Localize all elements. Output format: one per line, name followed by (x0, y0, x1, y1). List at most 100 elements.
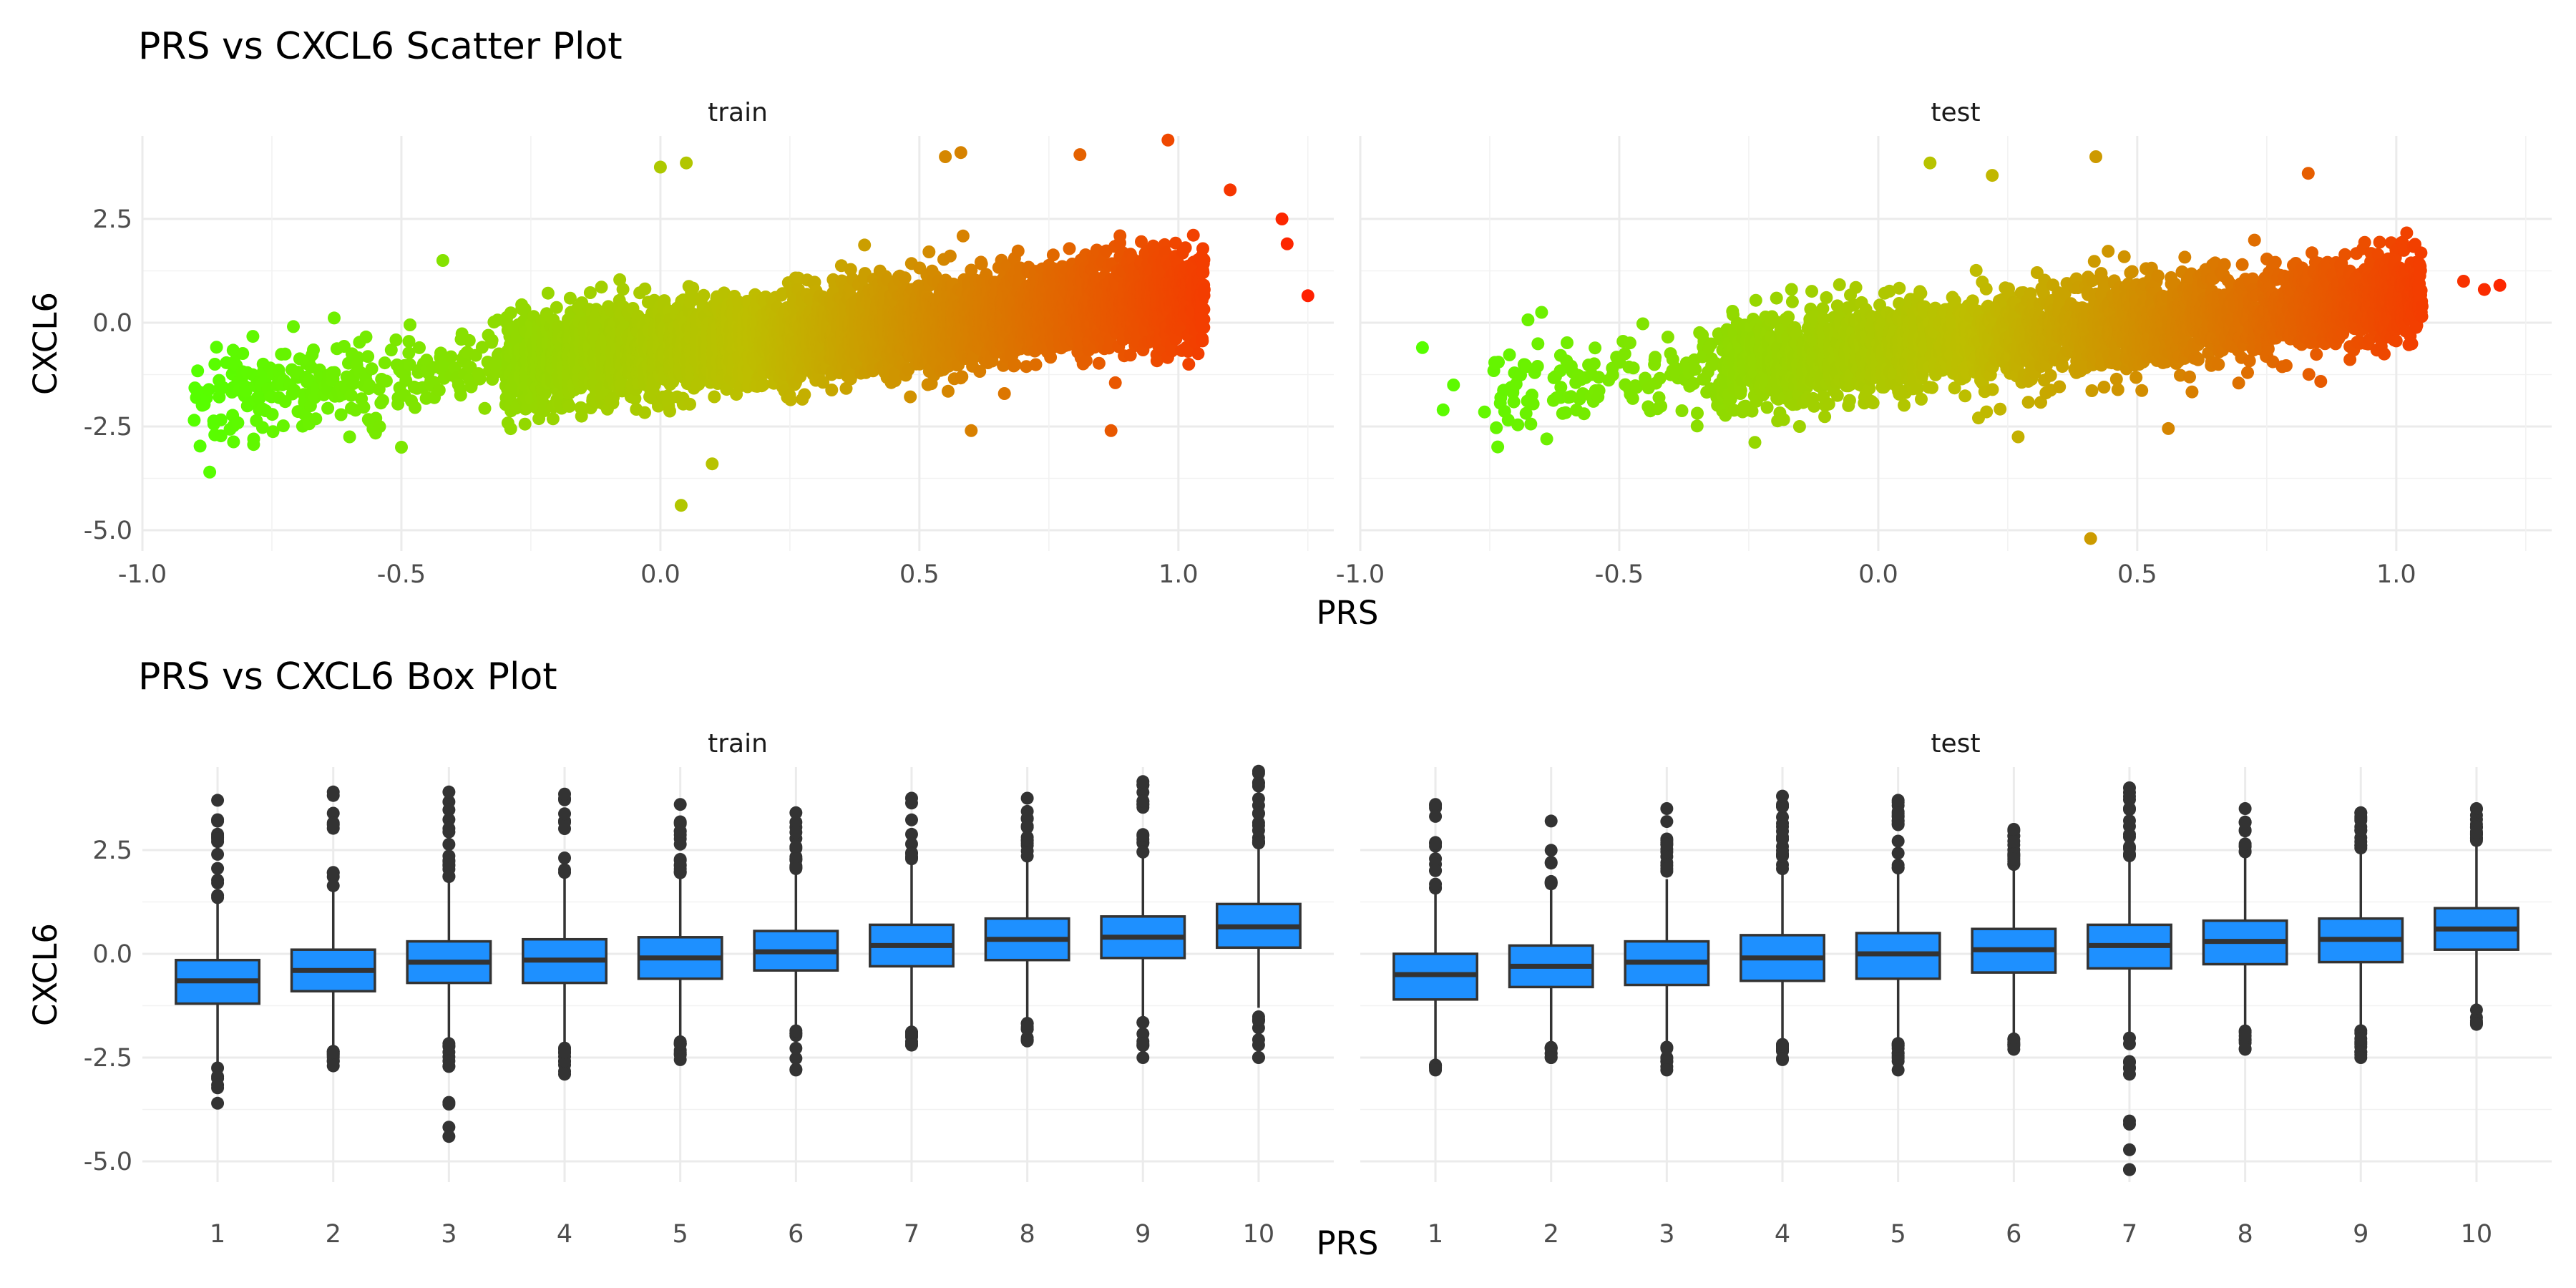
scatter-point (922, 245, 936, 258)
scatter-point (518, 417, 532, 431)
scatter-point (939, 150, 952, 163)
scatter-point (404, 318, 416, 331)
scatter-point (287, 320, 300, 333)
scatter-y-tick-label: -5.0 (84, 517, 132, 545)
scatter-point (1073, 148, 1087, 162)
scatter-point (550, 301, 563, 314)
scatter-point (504, 306, 517, 320)
scatter-point (334, 408, 348, 421)
scatter-point (359, 330, 373, 343)
scatter-point (444, 350, 458, 364)
scatter-point (265, 408, 279, 421)
scatter-point (798, 388, 811, 401)
scatter-point (278, 347, 292, 361)
scatter-point (638, 406, 651, 419)
scatter-point (309, 412, 323, 426)
scatter-point (276, 419, 290, 433)
scatter-point (214, 413, 228, 426)
scatter-point (351, 351, 365, 364)
scatter-point (365, 362, 379, 376)
scatter-point (583, 286, 597, 299)
scatter-point (454, 389, 467, 402)
scatter-point (239, 385, 253, 398)
scatter-point (246, 330, 260, 343)
scatter-point (706, 457, 719, 471)
scatter-point (266, 425, 280, 439)
scatter-x-tick-label: -1.0 (118, 560, 167, 589)
scatter-point (432, 384, 446, 397)
scatter-point (965, 424, 978, 437)
scatter-point (236, 347, 250, 360)
scatter-point (343, 430, 356, 444)
scatter-x-tick-label: 0.5 (899, 560, 940, 589)
scatter-point (663, 404, 676, 418)
scatter-point (395, 441, 408, 454)
scatter-point (473, 372, 487, 386)
scatter-point (202, 383, 215, 396)
scatter-point (485, 333, 499, 347)
scatter-point (653, 160, 667, 174)
scatter-point (413, 341, 426, 354)
scatter-x-tick-label: -0.5 (377, 560, 426, 589)
scatter-point (1108, 376, 1122, 389)
scatter-panel-train: -5.0-2.50.02.5-1.0 -0.5 0.0 0.5 1.0 (84, 133, 1334, 589)
scatter-point (227, 435, 240, 449)
scatter-point (595, 280, 608, 294)
scatter-point (708, 390, 721, 404)
scatter-point (784, 393, 797, 406)
scatter-point (1113, 229, 1127, 243)
scatter-point (255, 421, 269, 434)
scatter-point (956, 229, 970, 243)
scatter-point (904, 390, 917, 404)
scatter-point (247, 432, 260, 446)
scatter-point (997, 387, 1011, 400)
scatter-point (402, 346, 416, 360)
scatter-point (203, 465, 217, 479)
scatter-point (321, 401, 335, 415)
scatter-y-tick-label: -2.5 (84, 413, 132, 441)
scatter-point (379, 374, 393, 388)
scatter-point (697, 288, 711, 302)
scatter-point (193, 439, 207, 453)
scatter-point (955, 370, 969, 384)
scatter-point (357, 401, 371, 414)
scatter-point (943, 249, 957, 263)
scatter-point (191, 364, 205, 378)
scatter-point (409, 401, 421, 414)
scatter-point (680, 156, 693, 170)
scatter-point (361, 350, 375, 364)
scatter-point (638, 282, 652, 296)
scatter-point (898, 271, 912, 285)
scatter-point (825, 384, 839, 396)
scatter-plot-title: PRS vs CXCL6 Scatter Plot (138, 25, 623, 68)
scatter-point (436, 254, 449, 267)
scatter-x-tick-label: 0.0 (640, 560, 680, 589)
scatter-point (686, 281, 700, 295)
scatter-point (1008, 358, 1022, 371)
scatter-facet-train-label: train (708, 98, 768, 127)
scatter-point (1011, 244, 1025, 258)
scatter-point (384, 343, 398, 357)
scatter-point (187, 414, 201, 427)
scatter-point (363, 379, 376, 392)
scatter-facet-test-label: test (1931, 98, 1980, 127)
scatter-point (231, 416, 245, 429)
scatter-point (344, 389, 358, 402)
scatter-point (214, 429, 228, 443)
scatter-y-tick-label: 0.0 (92, 309, 132, 338)
scatter-point (307, 343, 320, 356)
scatter-point (546, 412, 560, 426)
scatter-point (1046, 248, 1060, 262)
scatter-point (402, 335, 416, 348)
scatter-x-tick-label: 1.0 (1158, 560, 1199, 589)
scatter-point (1029, 358, 1043, 371)
scatter-point (518, 303, 532, 316)
scatter-point (616, 283, 630, 296)
scatter-point (1063, 242, 1076, 255)
scatter-point (373, 420, 386, 434)
scatter-point (328, 366, 341, 379)
scatter-point (674, 499, 688, 512)
scatter-point (541, 286, 555, 300)
scatter-point (1104, 424, 1118, 437)
scatter-point (858, 238, 872, 252)
